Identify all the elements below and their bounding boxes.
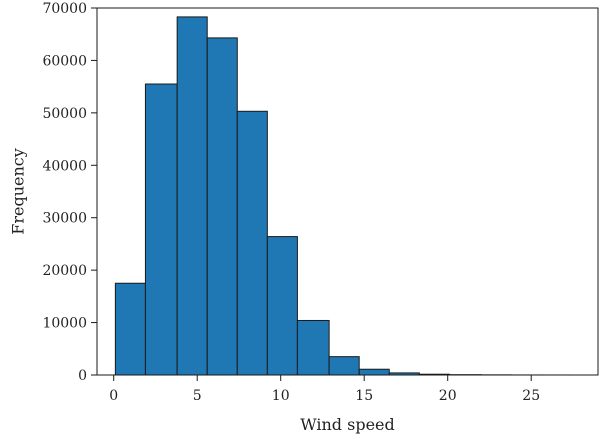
x-axis-title: Wind speed — [300, 415, 395, 434]
x-tick-label-0: 0 — [109, 388, 118, 404]
x-axis-ticks: 0 5 10 15 20 25 — [109, 375, 540, 404]
histogram-bars — [114, 16, 572, 376]
x-tick-label-2: 10 — [272, 388, 290, 404]
histogram-bar-2 — [176, 16, 208, 376]
histogram-bar-0 — [114, 282, 146, 376]
histogram-bar-1 — [144, 83, 178, 376]
y-tick-label-7: 70000 — [42, 1, 87, 17]
plot-frame — [96, 7, 599, 376]
y-tick-label-4: 40000 — [42, 158, 87, 174]
y-tick-label-6: 60000 — [42, 53, 87, 69]
y-axis-title: Frequency — [9, 148, 28, 235]
x-tick-label-3: 15 — [355, 388, 373, 404]
y-tick-label-3: 30000 — [42, 211, 87, 227]
y-tick-label-0: 0 — [78, 368, 87, 384]
histogram-bar-6 — [296, 319, 330, 376]
y-tick-label-2: 20000 — [42, 263, 87, 279]
histogram-bar-4 — [236, 110, 268, 376]
histogram-bar-3 — [206, 37, 238, 376]
y-tick-label-1: 10000 — [42, 316, 87, 332]
x-tick-label-1: 5 — [193, 388, 202, 404]
y-axis-ticks: 0 10000 20000 30000 40000 50000 60000 70000 — [42, 1, 97, 384]
x-tick-label-4: 20 — [439, 388, 457, 404]
histogram-bar-8 — [358, 368, 390, 376]
histogram-bar-5 — [266, 236, 298, 376]
x-tick-label-5: 25 — [522, 388, 540, 404]
histogram-bar-7 — [328, 356, 360, 376]
y-tick-label-5: 50000 — [42, 106, 87, 122]
